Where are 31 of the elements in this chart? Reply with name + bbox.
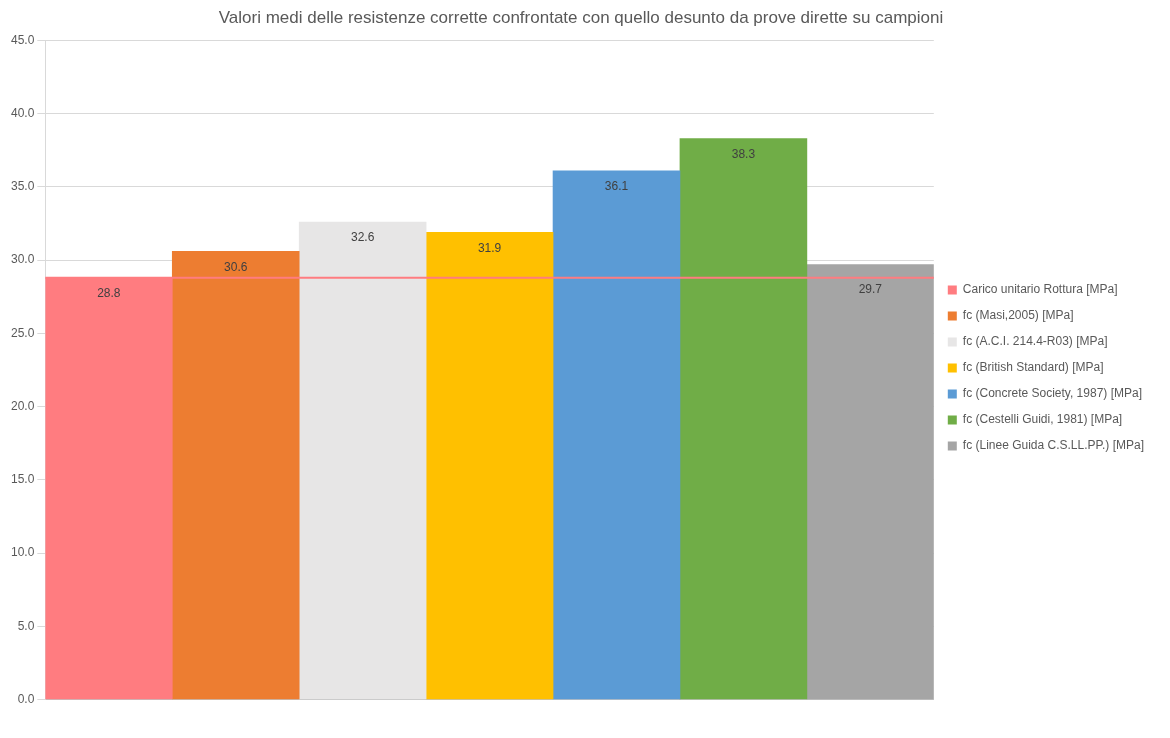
y-tick-label: 10.0: [11, 545, 35, 560]
y-tick-label: 45.0: [11, 32, 35, 47]
bar: [552, 170, 681, 700]
y-tick-label: 5.0: [17, 618, 35, 633]
bar: [806, 264, 934, 700]
data-label: 31.9: [477, 240, 502, 255]
bar: [298, 221, 427, 700]
y-tick-label: 25.0: [11, 325, 35, 340]
data-label: 30.6: [224, 259, 248, 274]
bar: [425, 231, 554, 700]
y-tick-label: 30.0: [11, 252, 35, 267]
y-tick-label: 35.0: [11, 179, 35, 194]
chart-title: Valori medi delle resistenze corrette confrontate con quello desunto da prove dirette su campioni: [218, 7, 944, 27]
data-label: 28.8: [97, 286, 121, 301]
data-label: 38.3: [731, 146, 756, 161]
legend-label: fc (Concrete Society, 1987) [MPa]: [962, 386, 1142, 401]
y-tick-label: 15.0: [11, 472, 35, 487]
legend-label: fc (A.C.I. 214.4-R03) [MPa]: [962, 334, 1108, 349]
legend-label: Carico unitario Rottura [MPa]: [962, 282, 1118, 297]
legend-label: fc (Linee Guida C.S.LL.PP.) [MPa]: [962, 438, 1144, 453]
legend-label: fc (British Standard) [MPa]: [962, 360, 1104, 375]
data-label: 32.6: [350, 230, 375, 245]
legend-label: fc (Cestelli Guidi, 1981) [MPa]: [962, 412, 1123, 427]
data-label: 29.7: [858, 282, 883, 297]
data-label: 36.1: [604, 179, 629, 194]
legend-label: fc (Masi,2005) [MPa]: [962, 308, 1074, 323]
y-tick-label: 0.0: [17, 691, 35, 706]
y-tick-label: 20.0: [11, 398, 35, 413]
y-tick-label: 40.0: [11, 105, 35, 120]
bar: [171, 251, 300, 700]
bar: [679, 138, 808, 700]
